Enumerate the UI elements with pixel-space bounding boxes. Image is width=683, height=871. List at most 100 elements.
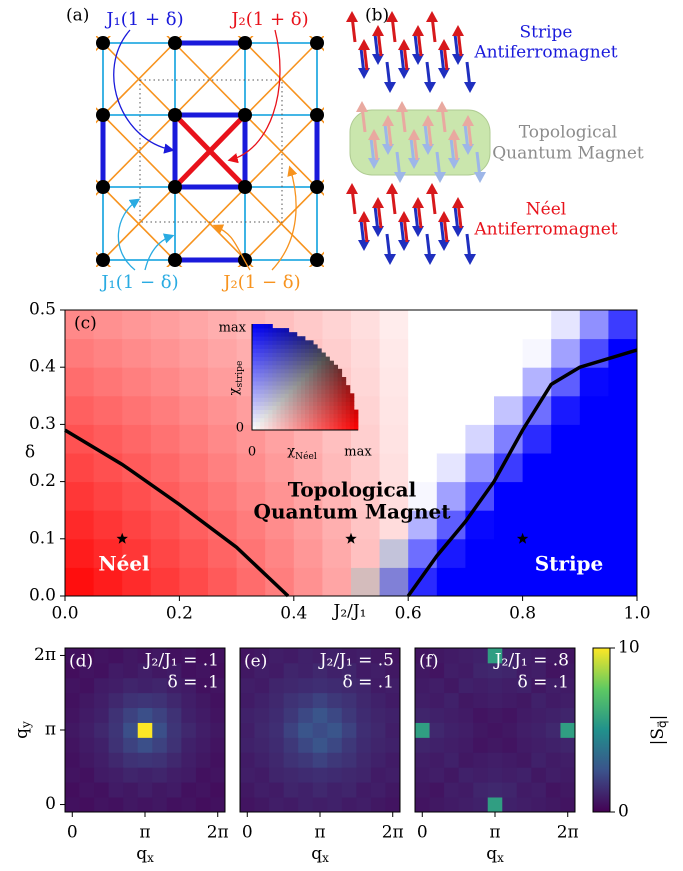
colorwheel-cell — [334, 369, 338, 373]
colorwheel-cell — [321, 397, 325, 401]
heatmap-cell — [531, 723, 546, 738]
colorwheel-cell — [313, 385, 317, 389]
heatmap-cell — [196, 723, 211, 738]
heatmap-cell — [313, 782, 328, 797]
spin-illustrations — [346, 11, 490, 265]
heatmap-cell — [284, 708, 299, 723]
heatmap-cell — [415, 693, 430, 708]
heatmap-cell — [123, 678, 138, 693]
colorwheel-cell — [260, 422, 264, 426]
phase-shading — [122, 424, 151, 453]
heatmap-cell — [65, 752, 80, 767]
colorwheel-cell — [285, 373, 289, 377]
colorwheel-cell — [334, 393, 338, 397]
heatmap-cell — [531, 708, 546, 723]
heatmap-cell — [80, 693, 95, 708]
colorwheel-cell — [272, 418, 276, 422]
phase-shading — [408, 367, 437, 396]
heatmap-cell — [371, 708, 386, 723]
colorwheel-cell — [313, 418, 317, 422]
heatmap-cell — [240, 693, 255, 708]
spin-head — [346, 183, 358, 194]
colorwheel-cell — [317, 353, 321, 357]
colorwheel-cell — [354, 422, 358, 426]
colorwheel-cell — [293, 373, 297, 377]
colorwheel-cell — [281, 348, 285, 352]
colorwheel-cell — [338, 410, 342, 414]
heatmap-cell — [546, 767, 561, 782]
colorwheel-cell — [264, 344, 268, 348]
colorwheel-cell — [329, 393, 333, 397]
heatmap-cell — [502, 693, 517, 708]
phase-shading — [580, 510, 609, 539]
heatmap-cell — [385, 708, 400, 723]
panel-label: (d) — [69, 652, 93, 672]
heatmap-cell — [546, 737, 561, 752]
colorwheel-cell — [268, 401, 272, 405]
colorwheel-cell — [281, 377, 285, 381]
colorwheel-cell — [268, 389, 272, 393]
colorwheel-cell — [301, 414, 305, 418]
colorwheel-cell — [252, 397, 256, 401]
colorwheel-cell — [334, 422, 338, 426]
colorwheel-cell — [260, 373, 264, 377]
heatmap-cell — [167, 767, 182, 782]
inset-y-label-part: χ — [227, 387, 242, 395]
phase-shading — [179, 539, 208, 568]
colorwheel-cell — [285, 348, 289, 352]
colorwheel-cell — [317, 377, 321, 381]
colorwheel-cell — [285, 332, 289, 336]
colorwheel-cell — [293, 406, 297, 410]
phase-name: Antiferromagnet — [473, 220, 617, 240]
heatmap-cell — [546, 797, 561, 812]
colorwheel-cell — [342, 401, 346, 405]
colorwheel-cell — [264, 389, 268, 393]
heatmap-cell — [356, 782, 371, 797]
heatmap-cell — [181, 737, 196, 752]
site — [168, 180, 182, 194]
phase-shading — [380, 310, 409, 339]
colorwheel-cell — [260, 393, 264, 397]
bond-label: J₁(1 + δ) — [104, 9, 183, 30]
heatmap-cell — [342, 797, 357, 812]
heatmap-cell — [109, 723, 124, 738]
colorwheel-cell — [317, 365, 321, 369]
heatmap-cell — [138, 782, 153, 797]
colorwheel-cell — [305, 397, 309, 401]
phase-shading — [551, 310, 580, 339]
colorwheel-cell — [329, 406, 333, 410]
colorwheel-cell — [317, 348, 321, 352]
colorwheel-cell — [317, 410, 321, 414]
pointer-arrow — [114, 30, 172, 150]
colorwheel-cell — [260, 414, 264, 418]
colorwheel-cell — [285, 336, 289, 340]
j2-bond — [32, 43, 103, 115]
heatmap-cell — [488, 797, 503, 812]
colorwheel-cell — [301, 410, 305, 414]
colorwheel-cell — [301, 401, 305, 405]
colorwheel-cell — [289, 373, 293, 377]
colorwheel-cell — [293, 414, 297, 418]
x-tick-label: 0.0 — [51, 604, 78, 624]
heatmap-cell — [240, 678, 255, 693]
phase-shading — [351, 339, 380, 368]
heatmap-cell — [342, 693, 357, 708]
colorwheel-cell — [252, 348, 256, 352]
heatmap-cell — [210, 723, 225, 738]
colorwheel-cell — [260, 332, 264, 336]
colorwheel-cell — [289, 340, 293, 344]
heatmap-cell — [473, 723, 488, 738]
heatmap-cell — [196, 693, 211, 708]
heatmap-cell — [459, 782, 474, 797]
heatmap-cell — [517, 708, 532, 723]
heatmap-cell — [385, 723, 400, 738]
colorwheel-cell — [252, 353, 256, 357]
colorwheel-cell — [252, 381, 256, 385]
heatmap-cell — [269, 663, 284, 678]
panel-subtitle: δ = .1 — [167, 673, 219, 693]
x-axis-label: qx — [311, 844, 329, 866]
colorwheel-cell — [252, 406, 256, 410]
colorwheel-cell — [276, 373, 280, 377]
colorwheel-cell — [281, 340, 285, 344]
colorwheel-cell — [264, 357, 268, 361]
